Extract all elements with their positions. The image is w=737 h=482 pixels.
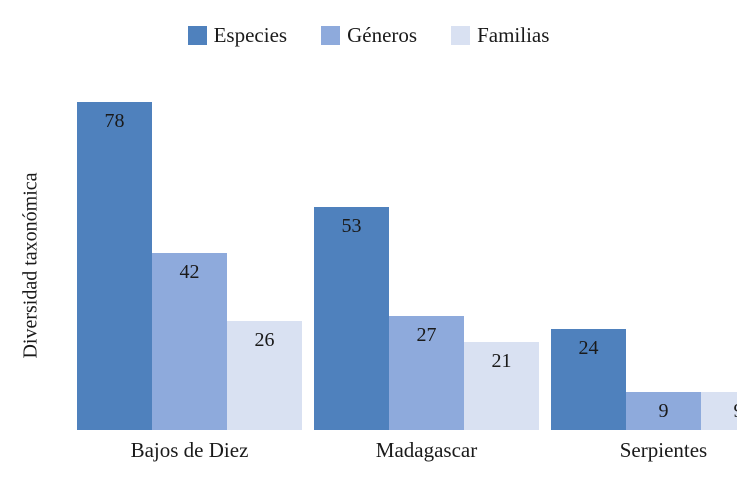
legend-swatch-familias	[451, 25, 471, 45]
legend-swatch-especies	[187, 25, 207, 45]
legend-swatch-generos	[321, 25, 341, 45]
y-axis-title-container: Diversidad taxonómica	[10, 100, 52, 430]
bar-group: 24 9 9	[551, 60, 737, 430]
bar[interactable]: 9	[701, 392, 737, 430]
x-axis-tick-label: Bajos de Diez	[130, 438, 249, 462]
bar-group: 78 42 26	[77, 60, 302, 430]
bar-group: 53 27 21	[314, 60, 539, 430]
legend-label-especies: Especies	[213, 22, 288, 47]
x-axis-tick-label: Serpientes	[619, 438, 708, 462]
plot-area: 78 42 26 53 27 21 24 9 9	[56, 60, 737, 430]
bar-value-label: 26	[254, 328, 275, 351]
bar-value-label: 9	[734, 401, 737, 430]
legend-item-familias[interactable]: Familias	[451, 22, 550, 47]
bar-value-label: 21	[491, 349, 512, 372]
legend-item-generos[interactable]: Géneros	[321, 22, 418, 47]
legend-label-generos: Géneros	[347, 22, 418, 47]
bar-value-label: 27	[416, 324, 437, 347]
bar-value-label: 24	[578, 337, 599, 360]
x-axis-tick-label: Madagascar	[375, 438, 478, 462]
chart-legend: Especies Géneros Familias	[0, 20, 737, 50]
y-axis-title: Diversidad taxonómica	[19, 171, 42, 359]
bar[interactable]: 24	[551, 329, 626, 430]
legend-label-familias: Familias	[477, 22, 550, 47]
bar[interactable]: 26	[227, 320, 302, 430]
bar[interactable]: 53	[314, 207, 389, 430]
bar-value-label: 78	[104, 110, 125, 133]
x-axis-tick-labels: Bajos de Diez Madagascar Serpientes	[56, 438, 732, 472]
bar-value-label: 9	[658, 400, 669, 423]
bar[interactable]: 27	[389, 316, 464, 430]
bar[interactable]: 9	[626, 392, 701, 430]
legend-item-especies[interactable]: Especies	[187, 22, 288, 47]
bar[interactable]: 78	[77, 102, 152, 430]
bar-value-label: 53	[341, 215, 362, 238]
bar[interactable]: 21	[464, 341, 539, 430]
bar-value-label: 42	[179, 261, 200, 284]
bar[interactable]: 42	[152, 253, 227, 430]
